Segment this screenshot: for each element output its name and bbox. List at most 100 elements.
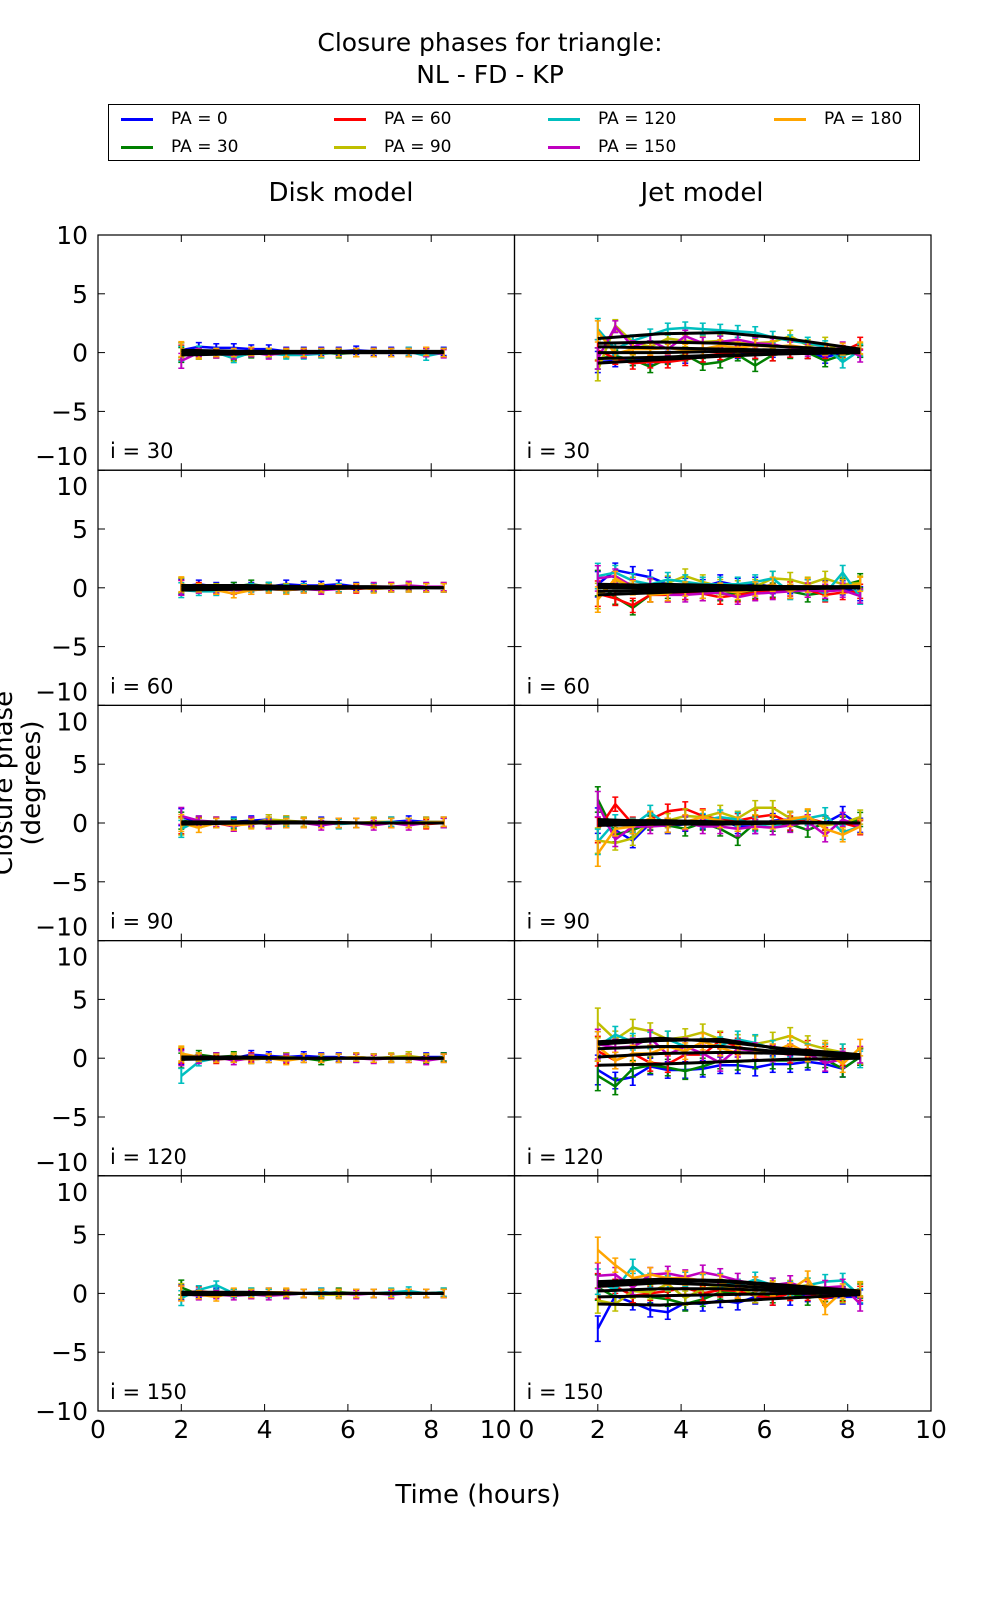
model-line bbox=[597, 1036, 861, 1057]
y-tick-label: −10 bbox=[35, 677, 88, 706]
model-line bbox=[181, 586, 444, 592]
legend-swatch bbox=[121, 117, 153, 121]
y-tick-label: 10 bbox=[56, 1178, 88, 1207]
panel-inclination-label: i = 30 bbox=[110, 439, 174, 463]
y-tick-label: 5 bbox=[72, 750, 88, 779]
model-line bbox=[597, 349, 861, 355]
y-tick-label: −5 bbox=[51, 397, 88, 426]
legend-label: PA = 120 bbox=[598, 109, 677, 129]
legend: PA = 0 PA = 30 PA = 60 PA = 90 PA = 120 … bbox=[108, 104, 920, 161]
series-line bbox=[596, 326, 861, 364]
y-tick-label: −10 bbox=[35, 913, 88, 942]
legend-item-pa-90: PA = 90 bbox=[334, 137, 451, 157]
y-axis-label: Closure phase (degrees) bbox=[0, 690, 47, 876]
y-tick-label: −10 bbox=[35, 442, 88, 471]
x-tick-label: 6 bbox=[756, 1415, 772, 1444]
y-tick-label: −10 bbox=[35, 1148, 88, 1177]
model-line bbox=[181, 820, 444, 825]
panel-jet-i90: i = 90 bbox=[513, 704, 932, 942]
legend-label: PA = 0 bbox=[171, 109, 228, 129]
panel-jet-i30: i = 30 bbox=[513, 234, 932, 471]
legend-label: PA = 90 bbox=[384, 137, 452, 157]
panel-inclination-label: i = 120 bbox=[110, 1145, 187, 1169]
panel-inclination-label: i = 30 bbox=[527, 439, 591, 463]
y-tick-label: 10 bbox=[56, 943, 88, 972]
model-line bbox=[597, 586, 861, 597]
legend-swatch bbox=[121, 145, 153, 149]
panel-inclination-label: i = 150 bbox=[110, 1380, 187, 1404]
panel-disk-i90: −10 −5 0 5 10 i = 90 bbox=[35, 704, 516, 942]
panel-frame bbox=[513, 939, 932, 1177]
legend-label: PA = 180 bbox=[824, 109, 903, 129]
panel-jet-i120: i = 120 bbox=[513, 939, 932, 1177]
y-tick-label: 5 bbox=[72, 1221, 88, 1250]
y-tick-label: 5 bbox=[72, 280, 88, 309]
x-tick-label: 0 bbox=[90, 1415, 106, 1444]
y-tick-label: 0 bbox=[72, 574, 88, 603]
legend-swatch bbox=[548, 117, 580, 121]
model-line bbox=[597, 1278, 861, 1294]
y-tick-label: 0 bbox=[72, 1279, 88, 1308]
x-axis-label: Time (hours) bbox=[395, 1480, 561, 1510]
y-tick-label: 0 bbox=[72, 339, 88, 368]
x-tick-label: 2 bbox=[590, 1415, 606, 1444]
model-line bbox=[597, 351, 861, 365]
model-line bbox=[597, 582, 861, 590]
model-line bbox=[597, 1291, 861, 1299]
legend-swatch bbox=[548, 145, 580, 149]
legend-swatch bbox=[334, 145, 366, 149]
x-tick-label: 2 bbox=[173, 1415, 189, 1444]
panel-jet-i150: 0 2 4 6 8 10 i = 150 bbox=[513, 1175, 947, 1444]
y-tick-label: −5 bbox=[51, 633, 88, 662]
legend-label: PA = 30 bbox=[171, 137, 239, 157]
x-tick-label: 8 bbox=[423, 1415, 439, 1444]
model-line bbox=[181, 1056, 444, 1061]
model-line bbox=[597, 1287, 861, 1295]
legend-item-pa-60: PA = 60 bbox=[334, 109, 451, 129]
legend-item-pa-30: PA = 30 bbox=[121, 137, 238, 157]
model-line bbox=[181, 1291, 444, 1297]
model-line bbox=[597, 1293, 861, 1307]
x-tick-label: 6 bbox=[340, 1415, 356, 1444]
y-tick-label: 5 bbox=[72, 985, 88, 1014]
panel-inclination-label: i = 90 bbox=[527, 910, 591, 934]
chart-title-line-2: NL - FD - KP bbox=[416, 60, 564, 89]
legend-swatch bbox=[774, 117, 806, 121]
panel-inclination-label: i = 60 bbox=[110, 674, 174, 698]
panel-inclination-label: i = 90 bbox=[110, 910, 174, 934]
y-tick-label: 10 bbox=[56, 221, 88, 250]
series-line bbox=[596, 810, 861, 843]
column-title-disk: Disk model bbox=[268, 178, 414, 208]
y-tick-label: 10 bbox=[56, 472, 88, 501]
y-tick-label: −5 bbox=[51, 1338, 88, 1367]
x-tick-label: 4 bbox=[673, 1415, 689, 1444]
model-line bbox=[597, 1281, 861, 1294]
y-tick-label: −5 bbox=[51, 868, 88, 897]
model-line bbox=[597, 340, 861, 352]
model-line bbox=[597, 1050, 861, 1059]
x-tick-label: 10 bbox=[480, 1415, 512, 1444]
y-tick-label: 5 bbox=[72, 515, 88, 544]
y-tick-label: −10 bbox=[35, 1397, 88, 1426]
x-tick-label: 0 bbox=[519, 1415, 535, 1444]
legend-swatch bbox=[334, 117, 366, 121]
chart-title-line-1: Closure phases for triangle: bbox=[317, 28, 663, 57]
panel-disk-i120: −10 −5 0 5 10 i = 120 bbox=[35, 939, 516, 1177]
legend-item-pa-120: PA = 120 bbox=[548, 109, 676, 129]
x-tick-label: 10 bbox=[915, 1415, 947, 1444]
model-line bbox=[597, 817, 861, 825]
x-tick-label: 4 bbox=[257, 1415, 273, 1444]
series-line bbox=[597, 1055, 861, 1082]
legend-label: PA = 150 bbox=[598, 137, 677, 157]
panel-inclination-label: i = 120 bbox=[527, 1145, 604, 1169]
legend-item-pa-180: PA = 180 bbox=[774, 109, 902, 129]
legend-item-pa-0: PA = 0 bbox=[121, 109, 228, 129]
y-tick-label: −5 bbox=[51, 1103, 88, 1132]
series-line bbox=[180, 1056, 444, 1077]
panel-inclination-label: i = 60 bbox=[527, 674, 591, 698]
panel-disk-i150: 0 2 4 6 8 10 −10 −5 0 5 10 i = 150 bbox=[35, 1175, 516, 1444]
x-tick-label: 8 bbox=[840, 1415, 856, 1444]
y-tick-label: 0 bbox=[72, 809, 88, 838]
panel-disk-i60: −10 −5 0 5 10 i = 60 bbox=[35, 469, 516, 706]
